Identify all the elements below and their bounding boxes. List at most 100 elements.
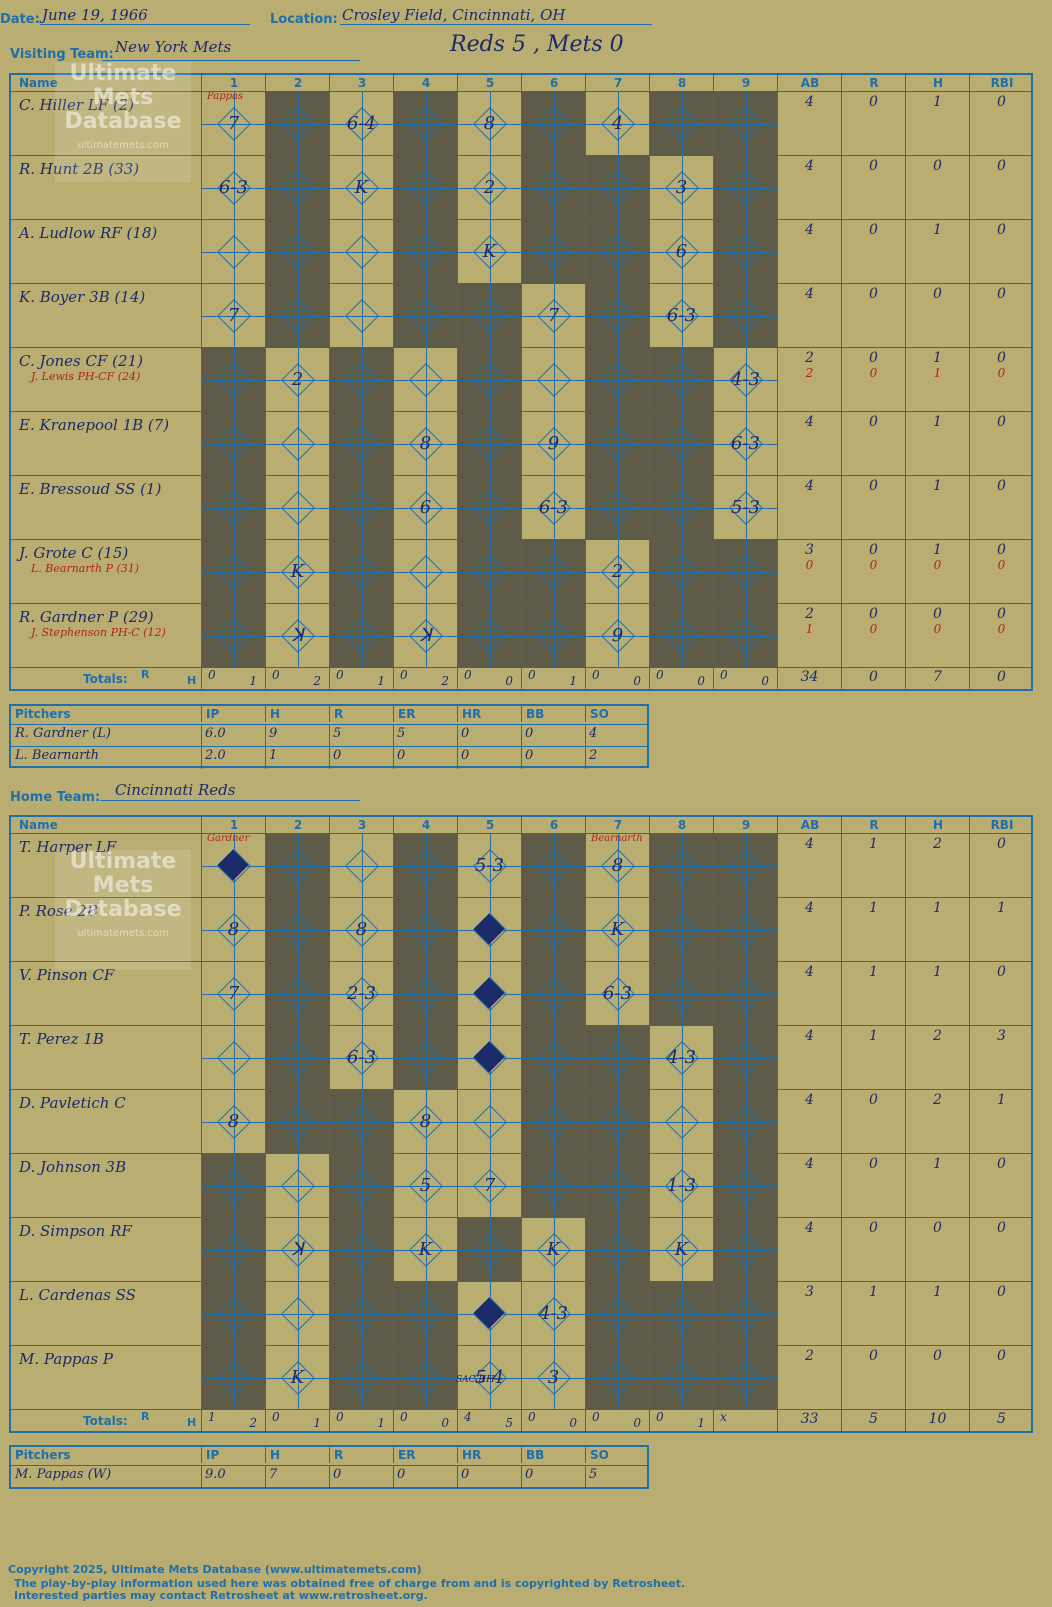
visitors-basepath-line — [489, 540, 491, 604]
visitors-stat-h: 1 — [933, 94, 942, 110]
visitors-batter-row: E. Kranepool 1B (7) 8 9 6-3 4 0 1 0 — [11, 411, 1031, 476]
visitors-diamond — [536, 363, 571, 397]
visitors-basepath-line — [489, 476, 491, 540]
home-diamond — [664, 849, 699, 883]
visitors-batter-row: R. Gardner P (29) J. Stephenson PH-C (12)… — [11, 603, 1031, 668]
home-play-cell — [393, 962, 457, 1026]
visitors-diamond — [728, 555, 763, 589]
visiting-underline — [102, 60, 360, 61]
visitors-play-result: 6 — [419, 497, 432, 518]
home-inning-runs: 0 — [592, 1410, 600, 1424]
visitors-basepath-line — [233, 604, 235, 668]
visitors-basepath-line — [617, 604, 619, 668]
visitors-sub-stat-r: 0 — [869, 622, 878, 636]
home-diamond — [728, 849, 763, 883]
visitors-basepath-line — [617, 412, 619, 476]
visitors-basepath-line — [745, 348, 747, 412]
visitors-basepath-line — [361, 220, 363, 284]
home-basepath-line — [233, 1282, 235, 1346]
home-basepath-line — [617, 1282, 619, 1346]
home-play-cell — [521, 1154, 585, 1218]
home-play-result: K — [674, 1239, 689, 1260]
visitors-diamond — [728, 107, 763, 141]
visitors-play-result: 2 — [483, 177, 496, 198]
home-basepath-line — [681, 834, 683, 898]
visitors-play-result: 7 — [227, 305, 240, 326]
visitors-basepath-line — [425, 348, 427, 412]
visitors-pitcher-value: 0 — [461, 748, 470, 763]
home-stat-cell: 4 — [777, 962, 841, 1026]
visitors-play-cell — [393, 348, 457, 412]
home-basepath-line — [233, 962, 235, 1026]
visitors-basepath-line — [233, 220, 235, 284]
visitors-basepath-line — [425, 476, 427, 540]
home-play-cell — [329, 1218, 393, 1282]
visitors-play-result: ꓘ — [291, 625, 304, 646]
visitors-inning-header-3: 3 — [329, 75, 394, 91]
home-play-result: K — [610, 919, 625, 940]
visitors-stat-h: 1 — [933, 414, 942, 430]
home-play-result: 5 — [419, 1175, 432, 1196]
home-diamond — [664, 977, 699, 1011]
visitors-basepath-line — [233, 540, 235, 604]
home-play-cell — [649, 1282, 713, 1346]
home-diamond — [408, 913, 443, 947]
visitors-stat-cell: 0 — [841, 284, 905, 348]
visitors-basepath-line — [553, 540, 555, 604]
visitors-diamond — [536, 235, 571, 269]
visitors-basepath-line — [489, 92, 491, 156]
home-pitcher-value: 0 — [397, 1467, 406, 1482]
home-play-cell: K — [265, 1346, 329, 1410]
visitors-stat-cell: 4 — [777, 220, 841, 284]
home-play-cell — [713, 1090, 777, 1154]
visitors-stat-ab: 4 — [805, 414, 814, 430]
home-stat-cell: 0 — [841, 1218, 905, 1282]
home-basepath-line — [617, 1346, 619, 1410]
visitors-substitute-name: J. Stephenson PH-C (12) — [31, 626, 166, 639]
visitors-stat-ab: 2 — [805, 350, 814, 366]
home-pitchers-table: Pitchers IP H R ER HR BB SO M. Pappas (W) 9.0 7 0 0 0… — [9, 1445, 649, 1489]
home-basepath-line — [233, 898, 235, 962]
home-play-result: K — [418, 1239, 433, 1260]
visitors-play-cell — [265, 476, 329, 540]
visitors-play-cell: 3 — [649, 156, 713, 220]
visitors-basepath-line — [617, 284, 619, 348]
date-underline — [40, 24, 250, 25]
home-stat-cell: 4 — [777, 834, 841, 898]
home-stat-rbi: 0 — [997, 836, 1006, 852]
home-basepath-line — [681, 1090, 683, 1154]
visitors-inning-hits: 1 — [377, 674, 385, 688]
visitors-diamond — [600, 427, 635, 461]
visitors-totals-label: Totals: — [83, 672, 128, 686]
visitors-basepath-line — [233, 348, 235, 412]
home-total-stat: 33 — [777, 1410, 841, 1432]
visitors-play-cell — [393, 284, 457, 348]
visitors-basepath-line — [681, 220, 683, 284]
visitors-diamond — [408, 299, 443, 333]
home-basepath-line — [297, 834, 299, 898]
visitors-inning-hits: 0 — [505, 674, 513, 688]
home-batter-row: L. Cardenas SS 4-3 3 1 1 0 — [11, 1281, 1031, 1346]
visitors-play-cell: 2 — [585, 540, 649, 604]
home-stat-ab: 4 — [805, 1092, 814, 1108]
visitors-play-cell — [265, 156, 329, 220]
visitors-basepath-line — [233, 284, 235, 348]
home-pitcher-note: Gardner — [207, 833, 250, 844]
visitors-play-result: 2 — [291, 369, 304, 390]
home-diamond — [728, 913, 763, 947]
home-play-cell — [713, 1218, 777, 1282]
visitors-play-cell — [585, 284, 649, 348]
home-inning-runs: 1 — [208, 1410, 216, 1424]
visitors-play-result: 6-3 — [219, 177, 248, 198]
visitors-play-cell — [329, 220, 393, 284]
visitors-total-stat: 34 — [777, 668, 841, 690]
visitors-basepath-line — [297, 220, 299, 284]
visitors-basepath-line — [361, 156, 363, 220]
visitors-inning-header-8: 8 — [649, 75, 714, 91]
home-play-cell — [457, 1090, 521, 1154]
home-inning-header-7: 7 — [585, 817, 650, 833]
home-batter-name: P. Rose 2B — [19, 902, 98, 920]
home-play-cell: 8 — [329, 898, 393, 962]
home-diamond — [728, 1361, 763, 1395]
